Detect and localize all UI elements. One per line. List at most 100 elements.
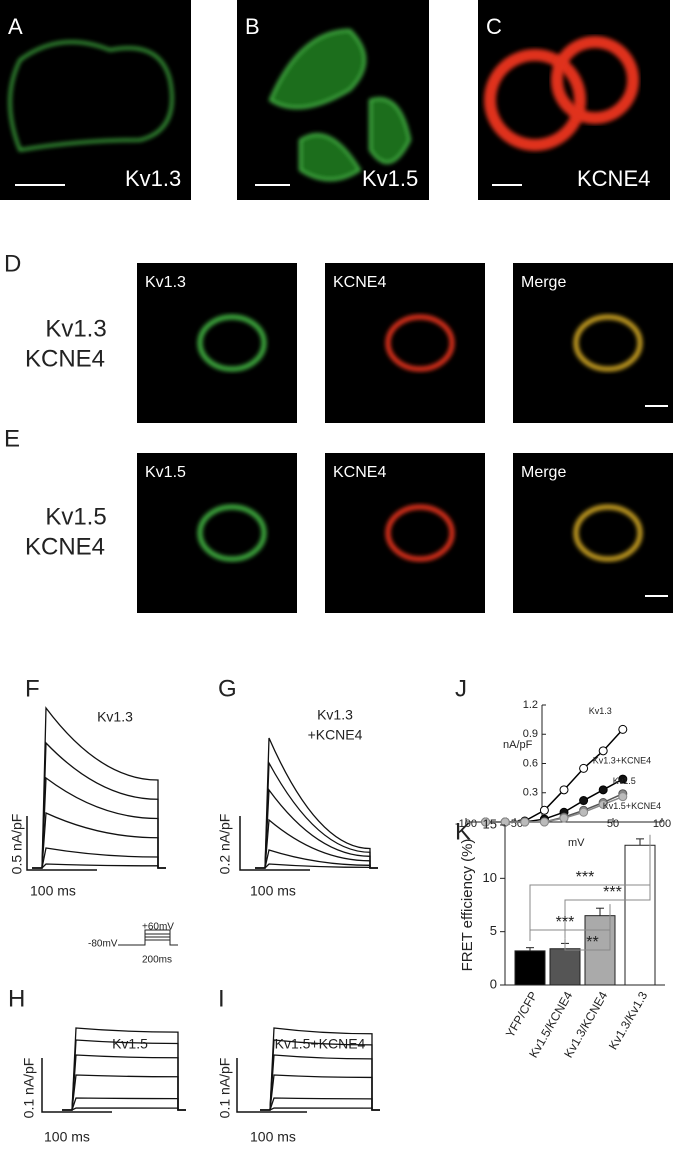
current-trace	[255, 849, 378, 869]
y-tick-label: 1.2	[523, 699, 538, 711]
image-label: Merge	[521, 274, 566, 291]
image-b: B Kv1.5	[237, 0, 429, 200]
data-point	[579, 807, 589, 817]
current-trace	[62, 1074, 186, 1111]
current-trace	[62, 1027, 186, 1111]
micrograph	[513, 453, 673, 613]
image-label: Merge	[521, 464, 566, 481]
significance-label: ***	[603, 884, 622, 901]
significance-label: ***	[556, 914, 575, 931]
row-d: D Kv1.3 KCNE4	[4, 250, 107, 372]
current-trace	[260, 1097, 380, 1111]
panel-letter: F	[25, 675, 40, 702]
y-tick-label: 0.9	[523, 728, 538, 740]
scale-bar	[41, 1058, 112, 1113]
significance-bracket	[564, 904, 611, 951]
panel-letter: K	[455, 818, 471, 845]
current-trace	[260, 1074, 380, 1111]
current-trace	[32, 706, 166, 869]
panel-letter: B	[245, 14, 260, 39]
scale-bar	[239, 816, 310, 871]
data-point	[579, 796, 589, 806]
scale-label: 0.5 nA/pF	[9, 814, 25, 875]
y-tick-label: 0.6	[523, 757, 538, 769]
y-tick-label: 0	[490, 976, 497, 991]
panel-i: I Kv1.5+KCNE4 0.1 nA/pF 100 ms	[217, 985, 366, 1144]
row-e: E Kv1.5 KCNE4	[4, 425, 107, 560]
current-trace	[255, 788, 378, 869]
cell	[197, 314, 267, 372]
y-tick-label: 0.3	[523, 787, 538, 799]
trace-title: Kv1.3	[317, 707, 353, 723]
panel-letter: G	[218, 675, 237, 702]
current-trace	[255, 737, 378, 869]
panel-f: F Kv1.3 0.5 nA/pF 100 ms	[9, 675, 133, 898]
data-point	[520, 817, 530, 827]
x-tick-label: 100	[653, 818, 671, 830]
row-label: KCNE4	[25, 533, 105, 560]
row-label: Kv1.5	[45, 503, 106, 530]
current-trace	[32, 847, 166, 869]
x-tick-label: 50	[607, 818, 619, 830]
panel-letter: D	[4, 250, 21, 277]
significance-label: **	[586, 934, 598, 951]
cell	[573, 504, 643, 562]
protocol-label: -80mV	[88, 939, 118, 950]
scale-label: 100 ms	[44, 1129, 90, 1145]
panel-h: H Kv1.5 0.1 nA/pF 100 ms	[8, 985, 148, 1144]
panel-g: G Kv1.3 +KCNE4 0.2 nA/pF 100 ms	[217, 675, 363, 898]
protocol-label: 200ms	[142, 955, 172, 966]
protocol: -80mV +60mV 200ms	[88, 922, 178, 966]
image-c: C KCNE4	[478, 0, 670, 200]
image-label: KCNE4	[577, 166, 650, 191]
image-label: Kv1.3	[145, 274, 186, 291]
data-point	[559, 813, 569, 823]
scale-bar	[236, 1058, 307, 1113]
scale-label: 0.1 nA/pF	[21, 1058, 37, 1119]
current-trace	[255, 760, 378, 869]
scale-label: 0.1 nA/pF	[217, 1058, 233, 1119]
significance-label: ***	[576, 869, 595, 886]
scale-label: 0.2 nA/pF	[217, 814, 233, 875]
trace-title: Kv1.3	[97, 709, 133, 725]
panel-letter: A	[8, 14, 23, 39]
micrograph	[513, 263, 673, 423]
x-tick-label: -100	[455, 818, 477, 830]
image-label: KCNE4	[333, 274, 386, 291]
cell	[573, 314, 643, 372]
cell	[385, 314, 455, 372]
y-tick-label: 5	[490, 923, 497, 938]
data-point	[618, 724, 628, 734]
panel-letter: C	[486, 14, 502, 39]
scale-label: 100 ms	[250, 883, 296, 899]
micrograph	[137, 453, 297, 613]
data-point	[598, 746, 608, 756]
panel-letter: I	[218, 985, 225, 1012]
current-trace	[260, 1107, 380, 1111]
data-point	[481, 817, 491, 827]
current-trace	[32, 741, 166, 869]
y-tick-label: 15	[483, 816, 497, 831]
image-label: Kv1.3	[125, 166, 181, 191]
series-label: Kv1.5	[613, 776, 636, 786]
series-label: Kv1.3+KCNE4	[593, 755, 651, 765]
significance-bracket	[564, 834, 651, 939]
data-point	[559, 785, 569, 795]
row-label: KCNE4	[25, 345, 105, 372]
current-trace	[62, 1097, 186, 1111]
micrograph	[325, 263, 485, 423]
x-tick-label: YFP/CFP	[503, 989, 540, 1040]
current-trace	[260, 1027, 380, 1111]
data-point	[618, 792, 628, 802]
data-point	[618, 774, 628, 784]
x-tick-label: Kv1.3/Kv1.3	[606, 989, 651, 1052]
scale-bar	[26, 816, 97, 871]
cell	[197, 504, 267, 562]
current-trace	[62, 1039, 186, 1111]
y-axis-label: nA/pF	[503, 739, 533, 751]
data-point	[598, 799, 608, 809]
current-trace	[62, 1107, 186, 1111]
micrograph	[137, 263, 297, 423]
image-a: A Kv1.3	[0, 0, 191, 200]
